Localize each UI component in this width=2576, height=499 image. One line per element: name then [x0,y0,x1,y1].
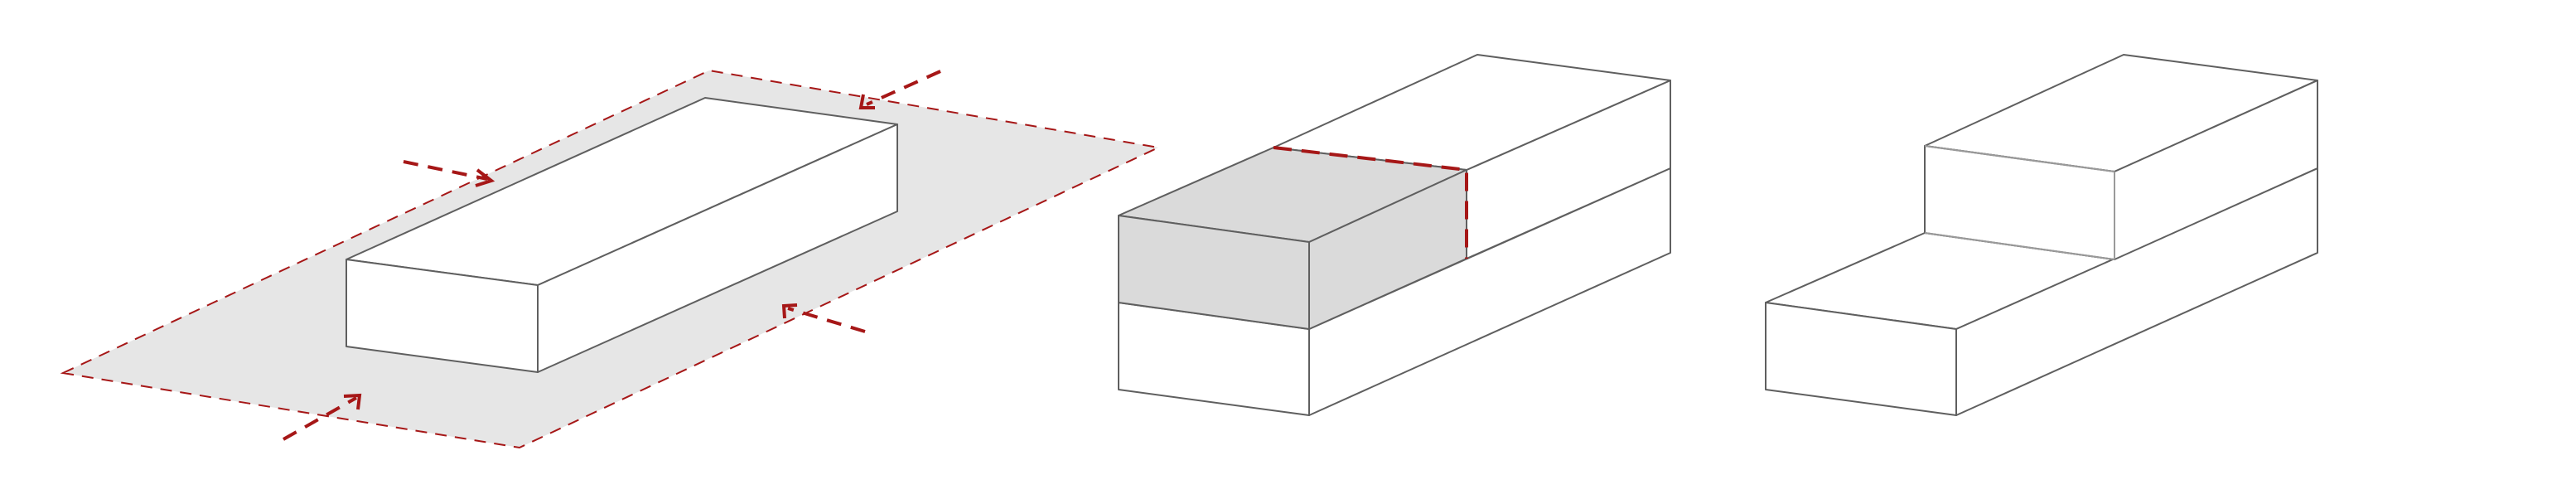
panel-stepped-volume [1765,54,2318,416]
arrowhead-icon [781,303,798,319]
arrow-bottom-right [781,303,866,333]
arrowhead-icon [343,393,362,410]
arrow-icon [787,307,866,333]
cut-outline [1273,146,1468,259]
step-edge-lower [1924,232,2115,260]
box-volume [346,97,898,373]
arrow-icon [403,160,488,181]
panel-site-massing [60,69,1162,449]
box-side-face [537,124,898,373]
arrow-icon [866,70,941,106]
arrowhead-icon [475,168,495,187]
panel-stacked-volume-cut [1118,54,1671,416]
step-edge-upper [1924,145,2115,172]
arrow-top-left [403,160,495,187]
arrow-top-right [858,70,941,109]
arrowhead-icon [858,94,875,109]
arrow-icon [283,396,357,441]
arrow-bottom-left [283,393,362,441]
